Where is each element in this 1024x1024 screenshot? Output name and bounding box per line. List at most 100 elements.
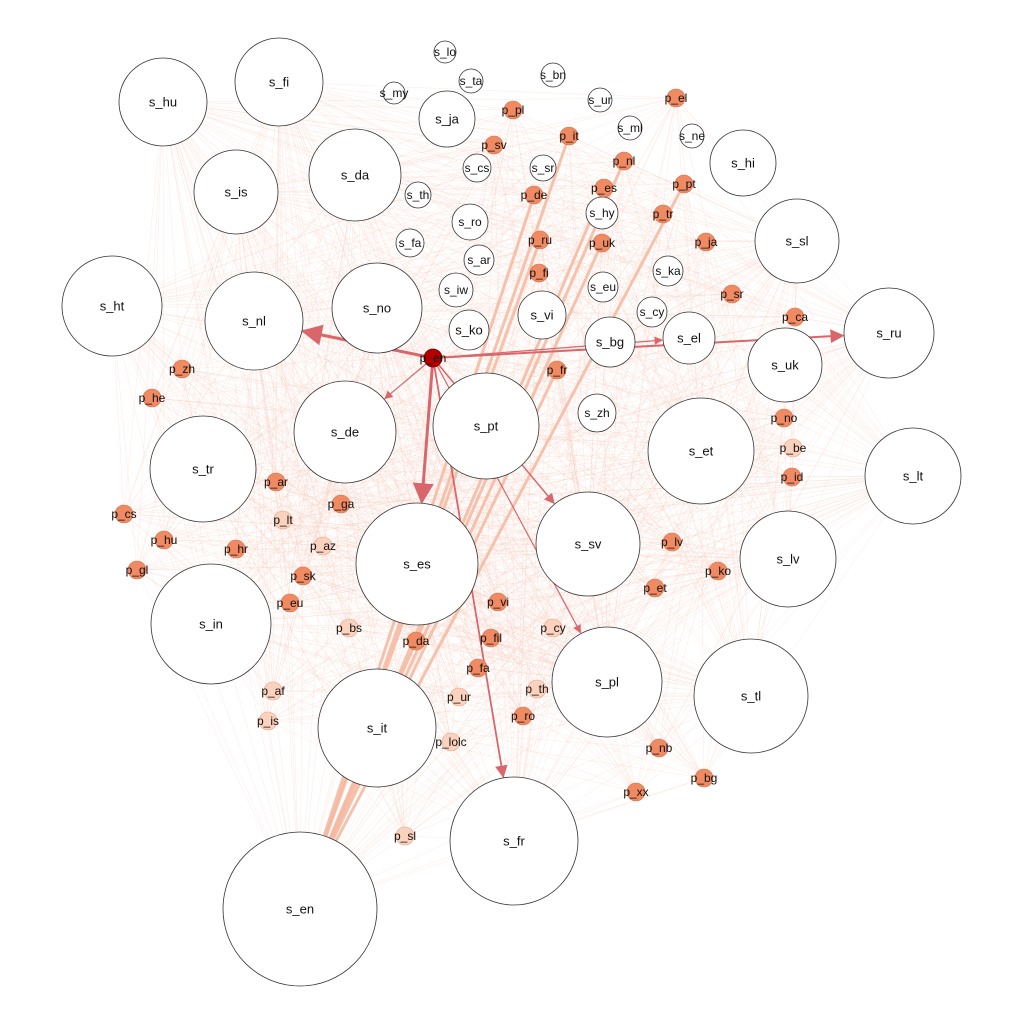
faint-edge — [275, 481, 789, 560]
faint-edge — [490, 558, 789, 639]
node-label: p_zh — [169, 362, 195, 376]
faint-edge — [235, 191, 291, 604]
node-p_he: p_he — [139, 388, 166, 408]
node-s_bg: s_bg — [584, 316, 636, 368]
node-s_el: s_el — [662, 311, 716, 365]
node-s_ur: s_ur — [587, 87, 613, 113]
faint-edge — [432, 240, 798, 359]
faint-edge — [267, 307, 378, 722]
node-p_gl: p_gl — [126, 560, 148, 580]
faint-edge — [202, 183, 685, 470]
faint-edge — [513, 369, 558, 842]
faint-edge — [235, 191, 733, 295]
node-label: s_in — [199, 617, 223, 632]
node-label: s_hy — [589, 206, 614, 220]
node-s_et: s_et — [647, 397, 755, 505]
node-p_th: p_th — [525, 679, 549, 699]
node-circle — [647, 397, 755, 505]
faint-edge — [606, 213, 664, 683]
node-s_uk: s_uk — [747, 327, 823, 403]
node-p_ko: p_ko — [705, 561, 731, 581]
faint-edge — [181, 368, 914, 477]
node-p_sr: p_sr — [720, 284, 744, 304]
faint-edge — [458, 240, 798, 698]
faint-edge — [289, 602, 752, 697]
node-label: p_ar — [264, 475, 288, 489]
node-label: p_be — [780, 441, 807, 455]
faint-edge — [151, 101, 164, 399]
faint-edge — [376, 213, 664, 309]
node-circle — [127, 560, 147, 580]
node-label: s_vi — [530, 308, 553, 323]
node-s_iw: s_iw — [438, 272, 474, 308]
node-circle — [709, 129, 777, 197]
faint-edge — [587, 241, 707, 545]
faint-edge — [354, 174, 785, 419]
node-circle — [649, 738, 669, 758]
faint-edge — [344, 293, 733, 433]
faint-edge — [253, 135, 570, 322]
faint-edge — [376, 239, 541, 729]
faint-edge — [235, 174, 356, 550]
faint-edge — [278, 81, 733, 295]
node-circle — [481, 628, 501, 648]
faint-edge — [151, 397, 789, 560]
node-label: s_de — [331, 425, 359, 440]
faint-edge — [322, 240, 798, 547]
faint-edge — [635, 450, 702, 793]
faint-edge — [299, 541, 673, 910]
node-label: s_ar — [467, 253, 490, 267]
node-label: s_pl — [595, 675, 619, 690]
node-label: p_el — [665, 91, 688, 105]
node-p_ru: p_ru — [528, 230, 552, 250]
node-label: p_uk — [589, 236, 616, 250]
node-s_vi: s_vi — [517, 290, 567, 340]
faint-edge — [253, 320, 452, 743]
node-s_no: s_no — [331, 262, 423, 354]
node-s_fi: s_fi — [234, 37, 324, 127]
faint-edge — [235, 450, 702, 550]
faint-edge — [111, 305, 460, 698]
node-circle — [513, 706, 533, 726]
node-circle — [308, 128, 402, 222]
faint-edge — [675, 97, 702, 452]
faint-edge — [267, 543, 589, 722]
node-label: p_hu — [151, 533, 178, 547]
faint-edge — [162, 101, 685, 185]
faint-edge — [493, 144, 914, 477]
node-s_nl: s_nl — [204, 271, 304, 371]
faint-edge — [477, 240, 798, 669]
faint-edge — [539, 239, 789, 560]
faint-edge — [538, 272, 608, 683]
node-s_de: s_de — [293, 380, 397, 484]
faint-edge — [111, 305, 342, 505]
faint-edge — [513, 239, 541, 842]
node-s_tl: s_tl — [693, 638, 809, 754]
node-circle — [484, 135, 504, 155]
faint-edge — [587, 213, 664, 545]
node-label: s_ne — [679, 129, 705, 143]
node-circle — [783, 438, 803, 458]
faint-edge — [485, 425, 705, 779]
faint-edge — [136, 475, 914, 571]
node-label: s_da — [341, 168, 370, 183]
node-s_hy: s_hy — [585, 196, 619, 230]
faint-edge — [344, 431, 719, 572]
node-label: p_pt — [672, 177, 696, 191]
node-circle — [451, 203, 489, 241]
faint-edge — [731, 293, 752, 697]
node-circle — [433, 40, 457, 64]
node-circle — [864, 427, 962, 525]
node-s_es: s_es — [355, 502, 479, 626]
node-circle — [547, 360, 567, 380]
node-label: s_zh — [584, 406, 609, 420]
node-label: s_en — [286, 902, 314, 917]
faint-edge — [272, 307, 378, 692]
faint-edge — [235, 135, 570, 193]
node-label: s_ru — [876, 326, 901, 341]
node-circle — [543, 618, 563, 638]
node-label: p_fr — [547, 363, 568, 377]
node-s_ro: s_ro — [451, 203, 489, 241]
node-s_zh: s_zh — [577, 393, 617, 433]
